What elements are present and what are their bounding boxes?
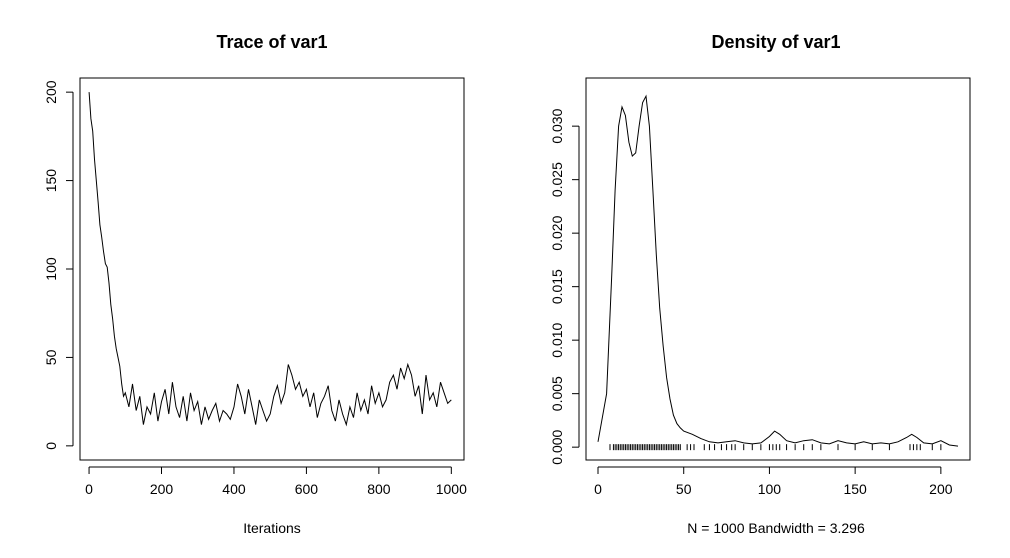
trace-y-axis: 0 50 100 150 200: [43, 80, 74, 450]
trace-y-tick-label: 150: [43, 169, 59, 193]
trace-plot-frame: [79, 77, 465, 461]
trace-x-axis: 0 200 400 600 800 1000: [85, 466, 467, 497]
trace-x-label: Iterations: [243, 520, 301, 536]
density-x-tick-label: 100: [758, 481, 782, 497]
density-x-axis: 0 50 100 150 200: [594, 466, 953, 497]
trace-x-tick-label: 600: [295, 481, 319, 497]
density-title: Density of var1: [711, 32, 840, 52]
trace-y-tick-label: 200: [43, 80, 59, 104]
density-x-tick-label: 0: [594, 481, 602, 497]
trace-title: Trace of var1: [216, 32, 327, 52]
density-series-line: [597, 94, 959, 447]
trace-x-tick-label: 400: [222, 481, 246, 497]
density-y-tick-label: 0.015: [549, 269, 565, 304]
density-rug: [609, 444, 942, 451]
trace-series-line: [88, 92, 452, 427]
trace-x-tick-label: 0: [85, 481, 93, 497]
density-y-tick-label: 0.030: [549, 108, 565, 143]
density-x-tick-label: 150: [843, 481, 867, 497]
trace-y-tick-label: 100: [43, 257, 59, 281]
density-x-tick-label: 200: [929, 481, 953, 497]
trace-x-tick-label: 1000: [436, 481, 467, 497]
density-y-tick-label: 0.025: [549, 162, 565, 197]
density-y-axis: 0.000 0.005 0.010 0.015 0.020 0.025 0.030: [549, 108, 580, 465]
density-y-tick-label: 0.005: [549, 376, 565, 411]
density-y-tick-label: 0.000: [549, 429, 565, 464]
trace-y-tick-label: 50: [43, 349, 59, 365]
density-x-tick-label: 50: [676, 481, 692, 497]
trace-y-tick-label: 0: [43, 442, 59, 450]
trace-panel: Trace of var1 0 200 400 600 800 1000 0 50 100 15…: [43, 32, 467, 536]
density-plot-frame: [585, 77, 971, 461]
trace-x-tick-label: 200: [150, 481, 174, 497]
density-x-label: N = 1000 Bandwidth = 3.296: [687, 520, 865, 536]
trace-x-tick-label: 800: [367, 481, 391, 497]
density-y-tick-label: 0.010: [549, 322, 565, 357]
density-panel: Density of var1 0 50 100 150 200 0.0000.0050…: [549, 32, 971, 536]
density-y-tick-label: 0.020: [549, 215, 565, 250]
